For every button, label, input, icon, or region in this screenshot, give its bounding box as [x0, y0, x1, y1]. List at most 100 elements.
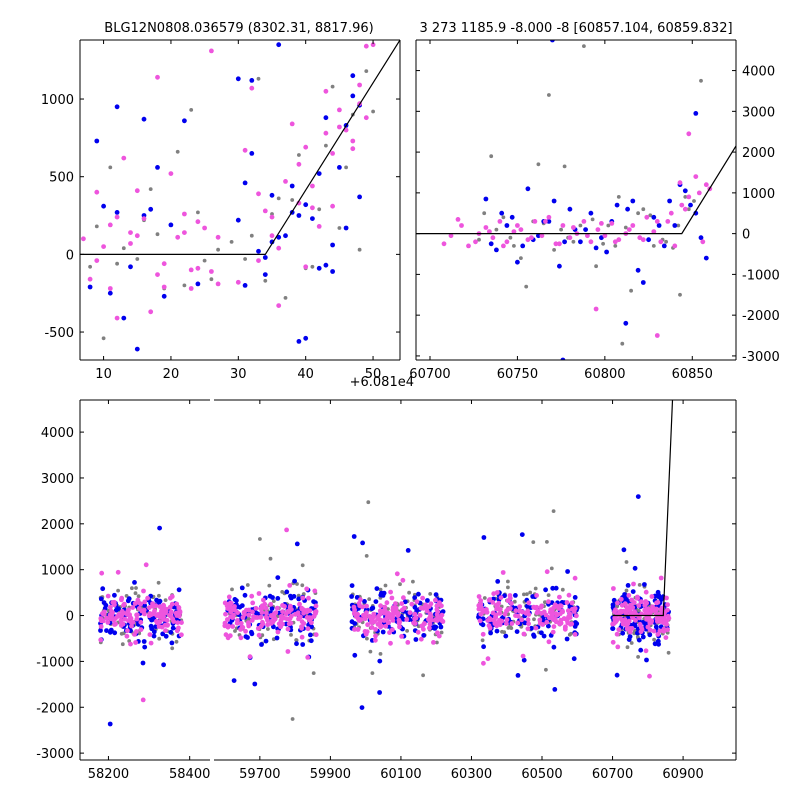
panel-bottom-point-gray [506, 585, 510, 590]
panel-bottom-point-magenta [561, 616, 567, 621]
panel-bottom-point-magenta [552, 602, 558, 608]
panel-bottom-point-magenta [134, 616, 140, 622]
panel-bottom-point-magenta [225, 624, 231, 630]
panel-bottom-point-magenta [550, 629, 556, 635]
panel-top-right-point-gray [651, 244, 656, 248]
panel-bottom-point-magenta [119, 620, 125, 626]
panel-bottom-point-gray [267, 583, 272, 588]
panel-bottom-point-magenta [371, 611, 377, 617]
panel-top-left-point-magenta [188, 286, 194, 291]
panel-bottom-point-blue [107, 721, 113, 727]
panel-top-right-point-gray [641, 207, 646, 212]
panel-top-left-xtick-label: 40 [297, 367, 314, 382]
panel-bottom-point-magenta [143, 562, 149, 568]
panel-top-right-point-gray [648, 213, 653, 218]
panel-bottom-point-magenta [105, 620, 111, 625]
panel-bottom-point-magenta [551, 624, 557, 629]
panel-bottom-point-magenta [405, 640, 411, 645]
panel-bottom-point-magenta [129, 623, 134, 629]
panel-top-left-ytick-label: 0 [66, 248, 74, 263]
panel-bottom-point-magenta [495, 620, 500, 625]
panel-bottom-point-gray [532, 617, 536, 622]
panel-top-left-point-magenta [155, 74, 160, 80]
panel-top-right-point-magenta [630, 223, 636, 228]
panel-bottom-point-blue [284, 589, 290, 595]
panel-bottom-point-magenta [395, 610, 400, 616]
panel-bottom-1-xtick-label: 59700 [239, 767, 280, 782]
panel-bottom-point-blue [142, 603, 148, 608]
panel-top-right-point-magenta [640, 237, 646, 243]
panel-bottom-point-magenta [234, 620, 240, 626]
panel-top-left-point-magenta [209, 269, 214, 274]
panel-bottom-point-magenta [301, 621, 307, 626]
panel-top-left-plot-area [80, 40, 400, 352]
panel-top-left-point-magenta [363, 43, 369, 49]
panel-bottom-point-magenta [397, 624, 402, 630]
panel-bottom-point-magenta [390, 605, 396, 610]
panel-top-left-point-magenta [134, 188, 140, 194]
panel-bottom-point-blue [502, 593, 507, 599]
panel-top-left-point-blue [242, 283, 248, 288]
panel-bottom-point-blue [151, 633, 157, 639]
panel-bottom-point-magenta [169, 594, 175, 599]
panel-top-right-point-blue [646, 237, 651, 243]
panel-bottom-point-blue [531, 632, 536, 638]
panel-bottom-point-magenta [412, 611, 418, 617]
panel-top-right-point-gray [601, 241, 605, 246]
panel-bottom-point-magenta [285, 626, 291, 632]
panel-bottom-point-blue [541, 633, 547, 639]
panel-top-left-point-magenta [310, 205, 315, 211]
panel-bottom-point-blue [543, 587, 548, 593]
panel-bottom-point-magenta [485, 656, 491, 662]
panel-bottom-point-magenta [356, 601, 362, 606]
panel-top-right-point-magenta [504, 239, 510, 245]
panel-bottom-point-magenta [138, 627, 144, 632]
panel-top-right-ytick-label: 1000 [742, 187, 775, 202]
panel-bottom-point-magenta [534, 593, 539, 598]
panel-top-right-point-magenta [466, 243, 471, 249]
panel-top-left-point-blue [168, 222, 174, 228]
panel-top-left-point-magenta [114, 214, 120, 220]
panel-bottom-point-magenta [486, 597, 492, 603]
panel-top-left-point-blue [330, 242, 335, 248]
panel-bottom-point-magenta [544, 619, 550, 625]
panel-bottom-point-magenta [538, 605, 544, 610]
panel-bottom-point-magenta [223, 632, 229, 638]
panel-bottom-point-magenta [179, 632, 184, 638]
panel-bottom-point-magenta [148, 640, 154, 646]
panel-top-left-point-magenta [107, 222, 113, 228]
panel-bottom-point-magenta [438, 615, 443, 621]
panel-bottom-point-magenta [288, 620, 294, 626]
panel-top-left-point-magenta [363, 115, 369, 121]
panel-bottom-point-blue [521, 657, 527, 663]
panel-top-left-point-magenta [128, 241, 133, 246]
panel-bottom-point-magenta [651, 628, 657, 634]
panel-top-right-point-gray [582, 44, 586, 48]
panel-top-left-point-gray [135, 257, 140, 261]
panel-bottom-point-magenta [256, 591, 262, 596]
panel-bottom-point-magenta [174, 628, 180, 634]
panel-bottom-point-magenta [138, 619, 144, 625]
panel-bottom-point-magenta [494, 602, 499, 608]
panel-top-left-point-gray [337, 226, 342, 230]
panel-top-left-point-magenta [249, 85, 255, 91]
panel-bottom-point-magenta [312, 588, 318, 594]
panel-bottom-point-blue [377, 658, 383, 664]
panel-bottom-point-magenta [162, 622, 168, 628]
panel-bottom-point-gray [411, 579, 415, 584]
panel-bottom-point-magenta [288, 603, 293, 609]
panel-bottom-point-magenta [231, 605, 236, 611]
panel-top-right-point-magenta [553, 241, 559, 247]
panel-bottom-point-blue [574, 621, 580, 627]
panel-bottom-point-gray [157, 593, 161, 598]
panel-bottom-point-gray [280, 590, 285, 594]
panel-bottom-point-magenta [612, 615, 618, 621]
panel-bottom-point-blue [274, 635, 280, 641]
panel-bottom-point-magenta [383, 623, 389, 629]
panel-bottom-point-magenta [610, 639, 616, 645]
panel-top-left-point-blue [296, 339, 302, 344]
panel-bottom-point-magenta [119, 597, 124, 603]
panel-top-left-point-magenta [269, 233, 275, 239]
panel-bottom-point-magenta [618, 596, 624, 602]
panel-top-left-point-blue [101, 203, 106, 209]
